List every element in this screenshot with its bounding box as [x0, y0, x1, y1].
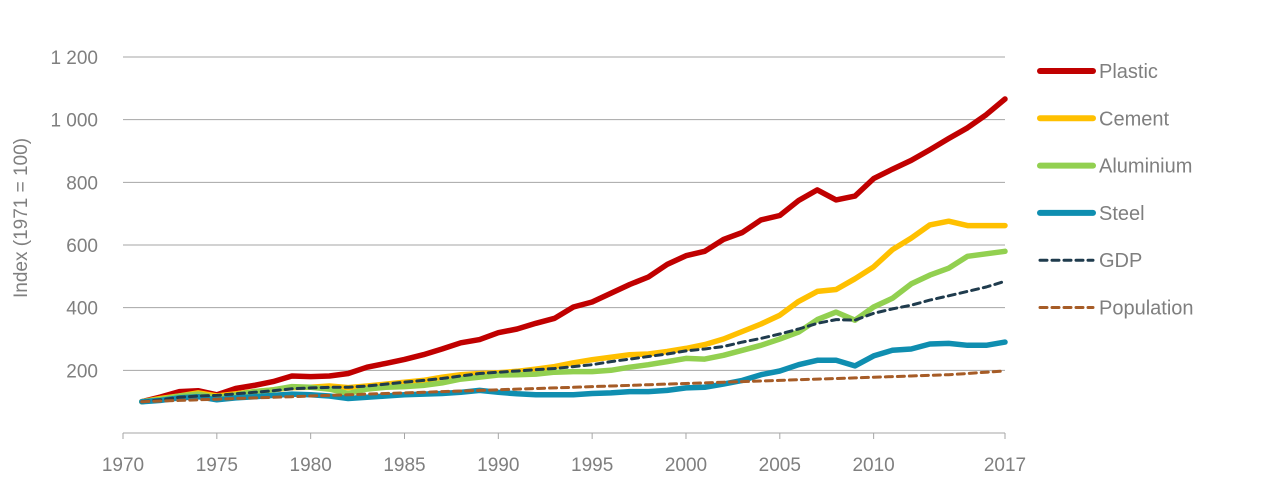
y-tick-label: 800 — [66, 173, 98, 194]
series-line-aluminium — [139, 248, 1008, 405]
y-tick-label: 200 — [66, 361, 98, 382]
legend-label-plastic: Plastic — [1099, 61, 1158, 83]
y-tick-label: 400 — [66, 299, 98, 320]
x-tick-label: 2010 — [852, 455, 894, 476]
x-tick-label: 1985 — [383, 455, 425, 476]
y-axis-label: Index (1971 = 100) — [11, 138, 32, 298]
series-line-cement — [139, 218, 1008, 405]
legend-label-aluminium: Aluminium — [1099, 156, 1192, 178]
y-tick-label: 1 200 — [50, 48, 98, 69]
x-tick-label: 1970 — [102, 455, 144, 476]
x-tick-label: 1975 — [196, 455, 238, 476]
series-line-gdp — [140, 279, 1007, 404]
legend-label-population: Population — [1099, 298, 1194, 320]
x-tick-label: 1980 — [290, 455, 332, 476]
x-tick-label: 2005 — [759, 455, 801, 476]
y-tick-label: 1 000 — [50, 111, 98, 132]
x-tick-label: 2000 — [665, 455, 707, 476]
gridlines — [123, 56, 1005, 371]
legend-label-gdp: GDP — [1099, 250, 1142, 272]
legend-label-steel: Steel — [1099, 203, 1145, 225]
series-line-plastic — [139, 96, 1008, 405]
legend: Plastic Cement Aluminium Steel GDP Population — [1037, 61, 1194, 320]
legend-label-cement: Cement — [1099, 108, 1169, 130]
y-tick-label: 600 — [66, 236, 98, 257]
series-lines — [139, 96, 1008, 405]
x-tick-label: 2017 — [984, 455, 1026, 476]
series-line-steel — [139, 339, 1008, 405]
x-axis: 1970 1975 1980 1985 1990 1995 2000 2005 2010 2017 — [102, 432, 1026, 476]
series-line-population — [140, 369, 1007, 404]
y-axis-ticks: 200 400 600 800 1 000 1 200 — [50, 48, 98, 382]
x-tick-label: 1990 — [477, 455, 519, 476]
x-tick-label: 1995 — [571, 455, 613, 476]
